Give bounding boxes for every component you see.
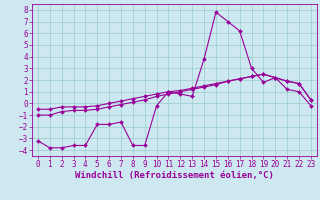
X-axis label: Windchill (Refroidissement éolien,°C): Windchill (Refroidissement éolien,°C) xyxy=(75,171,274,180)
